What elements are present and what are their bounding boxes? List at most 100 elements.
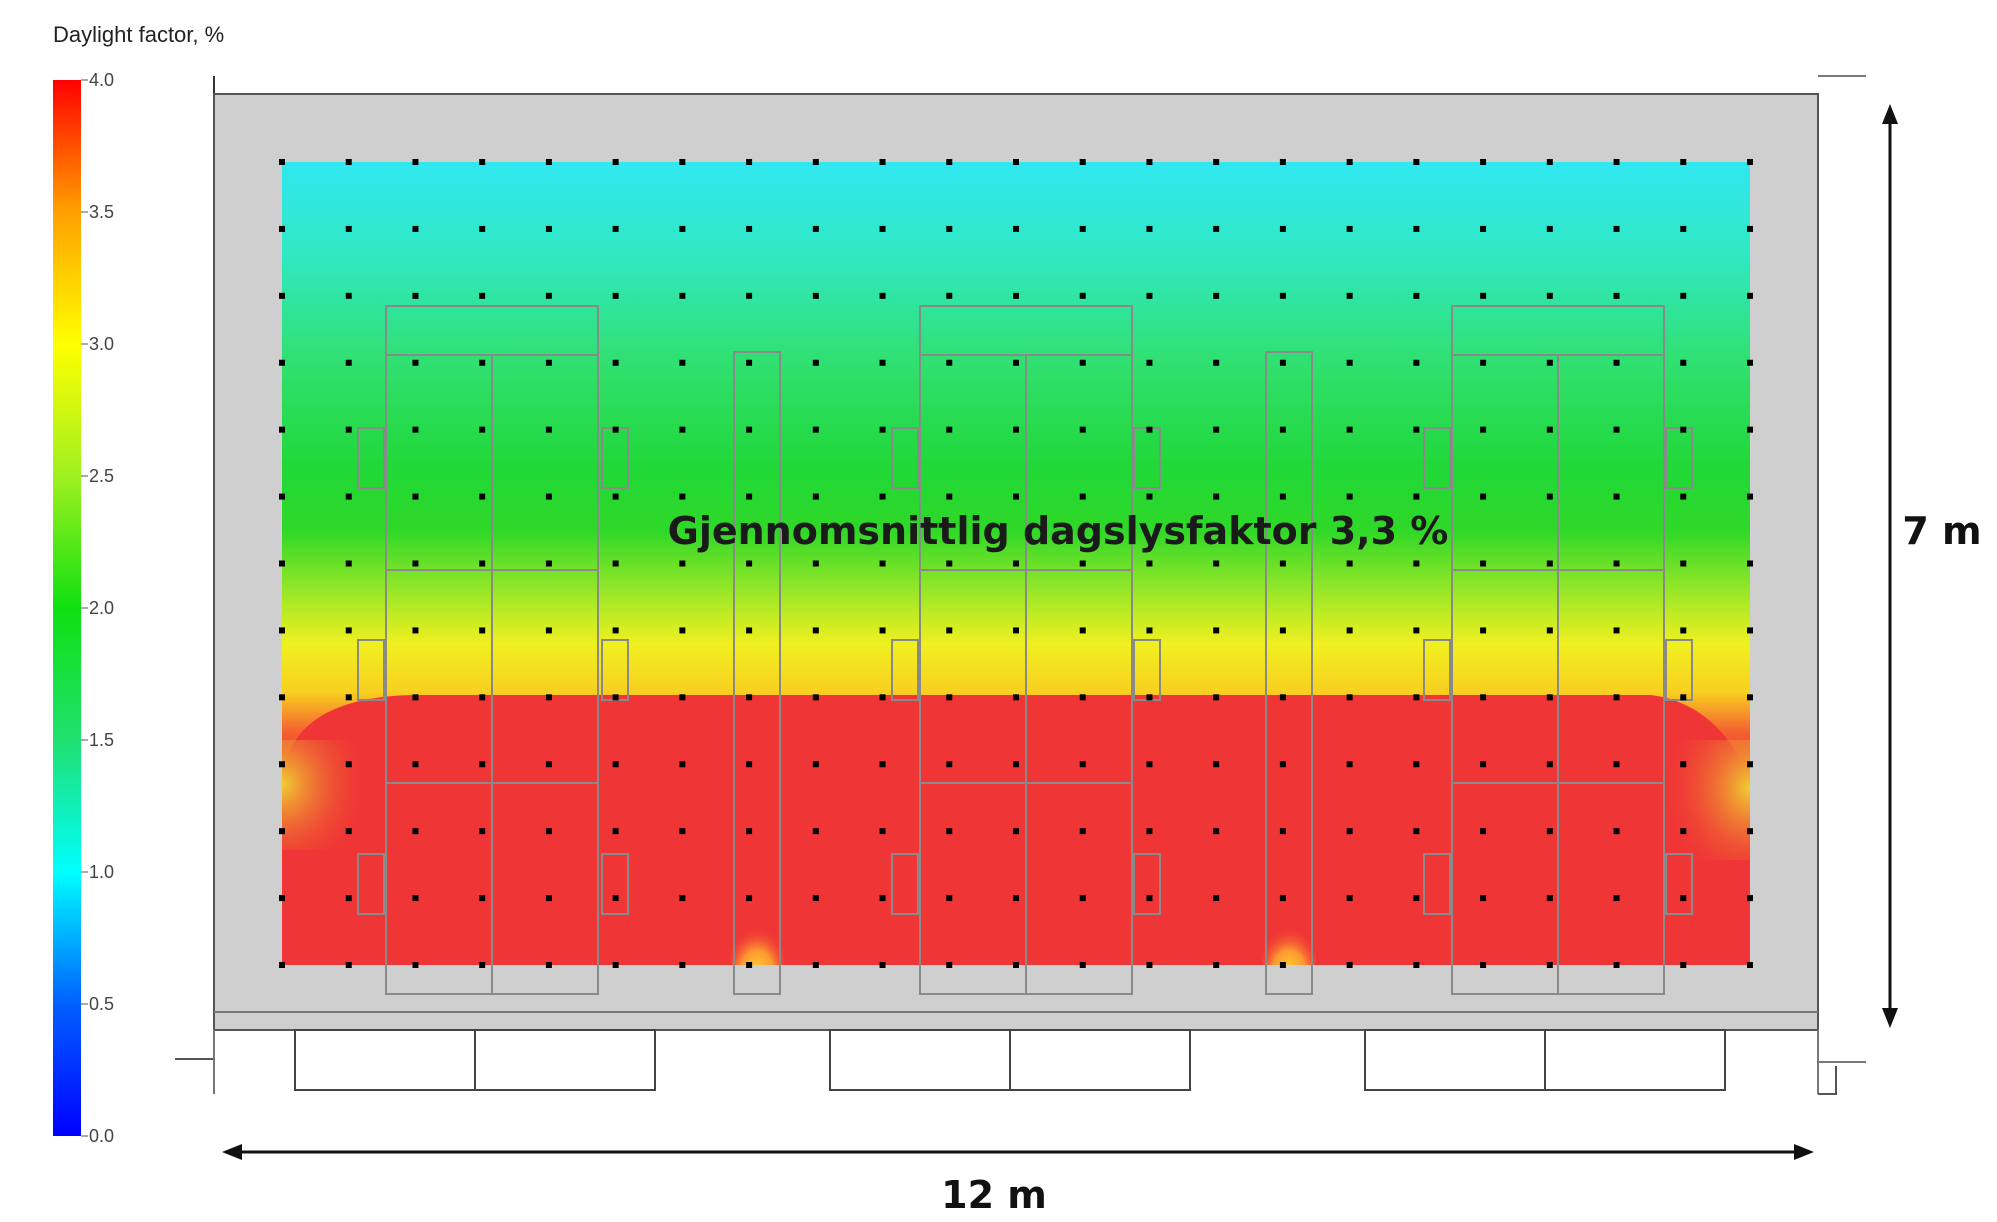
- sensor-point: [1279, 493, 1286, 500]
- sensor-point: [345, 493, 352, 500]
- sensor-point: [612, 159, 619, 165]
- sensor-point: [279, 292, 285, 299]
- sensor-point: [746, 895, 753, 902]
- sensor-point: [479, 962, 486, 968]
- sensor-point: [1146, 895, 1153, 902]
- sensor-point: [1413, 962, 1420, 968]
- sensor-point: [1413, 761, 1420, 768]
- sensor-point: [479, 560, 486, 567]
- sensor-point: [1146, 159, 1153, 165]
- sensor-point: [612, 292, 619, 299]
- sensor-point: [1079, 359, 1086, 366]
- sensor-point: [412, 225, 419, 232]
- sensor-point: [879, 225, 886, 232]
- sensor-point: [879, 895, 886, 902]
- sensor-point: [812, 426, 819, 433]
- sensor-point: [679, 761, 686, 768]
- sensor-point: [412, 359, 419, 366]
- sensor-point: [1613, 962, 1620, 968]
- sensor-point: [412, 962, 419, 968]
- sensor-point: [746, 359, 753, 366]
- sensor-point: [1279, 292, 1286, 299]
- sensor-point: [1013, 493, 1019, 500]
- sensor-point: [479, 359, 486, 366]
- sensor-point: [1680, 159, 1687, 165]
- sensor-point: [1546, 493, 1553, 500]
- sensor-point: [1747, 292, 1753, 299]
- sensor-point: [1146, 962, 1153, 968]
- sensor-point: [1546, 627, 1553, 634]
- sensor-point: [345, 292, 352, 299]
- sensor-point: [1213, 292, 1220, 299]
- sensor-point: [1613, 493, 1620, 500]
- sensor-point: [1346, 962, 1353, 968]
- sensor-point: [1747, 426, 1753, 433]
- sensor-point: [345, 627, 352, 634]
- sensor-point: [345, 962, 352, 968]
- sensor-point: [679, 895, 686, 902]
- sensor-point: [1680, 560, 1687, 567]
- sensor-point: [1480, 828, 1487, 835]
- sensor-point: [1079, 828, 1086, 835]
- sensor-point: [1747, 828, 1753, 835]
- sensor-point: [1013, 694, 1019, 701]
- sensor-point: [1213, 560, 1220, 567]
- sensor-point: [1413, 560, 1420, 567]
- sensor-point: [1146, 828, 1153, 835]
- sensor-point: [1546, 426, 1553, 433]
- sensor-point: [1413, 627, 1420, 634]
- sensor-point: [879, 761, 886, 768]
- sensor-point: [1546, 761, 1553, 768]
- sensor-point: [1747, 225, 1753, 232]
- sensor-point: [746, 493, 753, 500]
- sensor-point: [1747, 895, 1753, 902]
- daylight-factor-map: [282, 162, 1750, 965]
- sensor-point: [1213, 962, 1220, 968]
- sensor-point: [1680, 694, 1687, 701]
- sensor-point: [1546, 694, 1553, 701]
- sensor-point: [1013, 426, 1019, 433]
- sensor-point: [412, 761, 419, 768]
- sensor-point: [1079, 225, 1086, 232]
- sensor-point: [412, 627, 419, 634]
- sensor-point: [1480, 560, 1487, 567]
- legend-tick-label: 2.0: [89, 598, 114, 618]
- sensor-point: [1346, 225, 1353, 232]
- legend-tick-label: 2.5: [89, 466, 114, 486]
- sensor-point: [946, 225, 953, 232]
- sensor-point: [1680, 962, 1687, 968]
- sensor-point: [545, 627, 552, 634]
- sensor-point: [946, 627, 953, 634]
- sensor-point: [1279, 962, 1286, 968]
- sensor-point: [1013, 895, 1019, 902]
- sensor-point: [946, 426, 953, 433]
- sensor-point: [612, 895, 619, 902]
- sensor-point: [679, 828, 686, 835]
- sensor-point: [1680, 828, 1687, 835]
- depth-label: 7 m: [1902, 509, 1981, 553]
- sensor-point: [1747, 493, 1753, 500]
- sensor-point: [612, 761, 619, 768]
- sensor-point: [1680, 426, 1687, 433]
- sensor-point: [1413, 359, 1420, 366]
- sensor-point: [612, 426, 619, 433]
- sensor-point: [1680, 292, 1687, 299]
- sensor-point: [479, 159, 486, 165]
- sensor-point: [1680, 359, 1687, 366]
- sensor-point: [345, 828, 352, 835]
- sensor-point: [1680, 225, 1687, 232]
- sensor-point: [946, 895, 953, 902]
- sensor-point: [1546, 292, 1553, 299]
- sensor-point: [1079, 962, 1086, 968]
- sensor-point: [412, 560, 419, 567]
- sensor-point: [279, 761, 285, 768]
- sensor-point: [279, 359, 285, 366]
- sensor-point: [1480, 627, 1487, 634]
- sensor-point: [1013, 225, 1019, 232]
- sensor-point: [479, 493, 486, 500]
- sensor-point: [679, 159, 686, 165]
- sensor-point: [879, 962, 886, 968]
- sensor-point: [1013, 828, 1019, 835]
- sensor-grid: [279, 159, 1753, 968]
- sensor-point: [412, 426, 419, 433]
